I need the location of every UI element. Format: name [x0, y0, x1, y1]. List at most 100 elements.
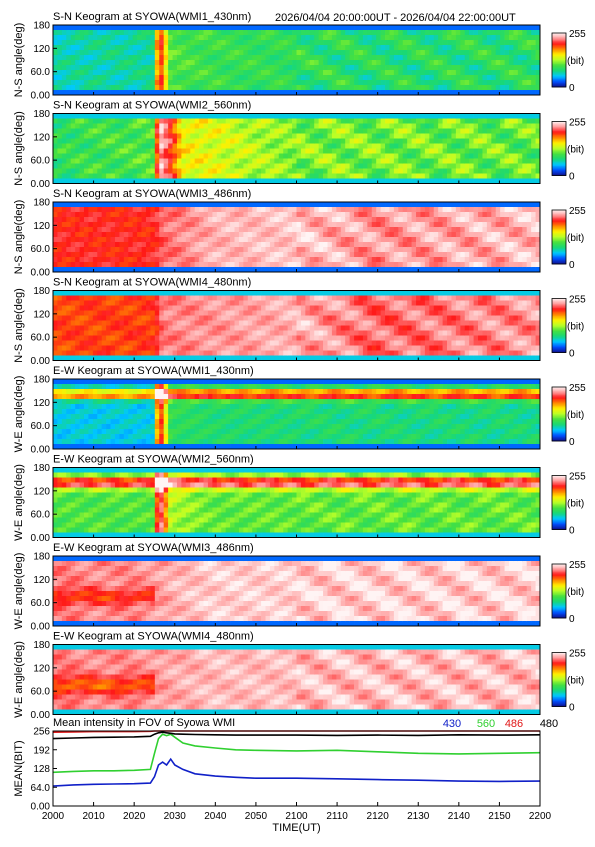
- heatmap-cell: [257, 139, 262, 144]
- heatmap-cell: [478, 75, 483, 80]
- heatmap-cell: [487, 25, 492, 30]
- heatmap-cell: [252, 144, 257, 149]
- heatmap-cell: [80, 75, 85, 80]
- heatmap-cell: [93, 174, 98, 179]
- heatmap-cell: [102, 85, 107, 90]
- heatmap-cell: [478, 114, 483, 119]
- heatmap-cell: [195, 252, 200, 257]
- heatmap-cell: [146, 35, 151, 40]
- heatmap-cell: [235, 25, 240, 30]
- heatmap-cell: [159, 50, 164, 55]
- heatmap-cell: [527, 139, 532, 144]
- heatmap-cell: [164, 144, 169, 149]
- heatmap-cell: [389, 30, 394, 35]
- heatmap-cell: [341, 257, 346, 262]
- heatmap-cell: [66, 159, 71, 164]
- heatmap-cell: [314, 169, 319, 174]
- heatmap-cell: [394, 237, 399, 242]
- heatmap-cell: [301, 212, 306, 217]
- heatmap-cell: [350, 242, 355, 247]
- heatmap-cell: [496, 174, 501, 179]
- heatmap-cell: [389, 40, 394, 45]
- heatmap-cell: [190, 252, 195, 257]
- heatmap-cell: [478, 262, 483, 267]
- heatmap-cell: [93, 149, 98, 154]
- heatmap-cell: [173, 262, 178, 267]
- heatmap-cell: [88, 321, 93, 326]
- heatmap-cell: [443, 35, 448, 40]
- heatmap-cell: [204, 50, 209, 55]
- heatmap-cell: [248, 164, 253, 169]
- heatmap-cell: [319, 227, 324, 232]
- heatmap-cell: [243, 85, 248, 90]
- heatmap-cell: [385, 144, 390, 149]
- heatmap-cell: [305, 237, 310, 242]
- heatmap-cell: [416, 114, 421, 119]
- heatmap-cell: [345, 85, 350, 90]
- heatmap-cell: [527, 149, 532, 154]
- heatmap-cell: [500, 35, 505, 40]
- heatmap-cell: [496, 114, 501, 119]
- heatmap-cell: [208, 119, 213, 124]
- heatmap-cell: [111, 45, 116, 50]
- heatmap-cell: [128, 80, 133, 85]
- heatmap-cell: [350, 25, 355, 30]
- heatmap-cell: [496, 45, 501, 50]
- heatmap-cell: [57, 222, 62, 227]
- heatmap-cell: [71, 311, 76, 316]
- heatmap-cell: [93, 311, 98, 316]
- heatmap-cell: [327, 257, 332, 262]
- heatmap-cell: [288, 129, 293, 134]
- heatmap-cell: [57, 326, 62, 331]
- heatmap-cell: [465, 124, 470, 129]
- heatmap-cell: [173, 139, 178, 144]
- heatmap-cell: [513, 119, 518, 124]
- heatmap-cell: [407, 207, 412, 212]
- heatmap-cell: [310, 174, 315, 179]
- heatmap-cell: [389, 50, 394, 55]
- heatmap-cell: [195, 257, 200, 262]
- heatmap-cell: [500, 252, 505, 257]
- heatmap-cell: [235, 70, 240, 75]
- heatmap-cell: [71, 212, 76, 217]
- heatmap-cell: [177, 202, 182, 207]
- heatmap-cell: [257, 80, 262, 85]
- heatmap-cell: [88, 60, 93, 65]
- heatmap-cell: [150, 35, 155, 40]
- heatmap-cell: [57, 139, 62, 144]
- heatmap-cell: [270, 252, 275, 257]
- heatmap-cell: [204, 154, 209, 159]
- heatmap-cell: [159, 174, 164, 179]
- heatmap-cell: [336, 114, 341, 119]
- heatmap-cell: [412, 55, 417, 60]
- heatmap-cell: [527, 227, 532, 232]
- heatmap-cell: [261, 212, 266, 217]
- heatmap-cell: [407, 212, 412, 217]
- heatmap-cell: [310, 80, 315, 85]
- heatmap-cell: [111, 174, 116, 179]
- heatmap-cell: [164, 50, 169, 55]
- heatmap-cell: [394, 55, 399, 60]
- heatmap-cell: [248, 124, 253, 129]
- heatmap-cell: [62, 336, 67, 341]
- heatmap-cell: [274, 129, 279, 134]
- heatmap-cell: [204, 119, 209, 124]
- heatmap-cell: [80, 351, 85, 356]
- heatmap-cell: [420, 65, 425, 70]
- heatmap-cell: [115, 144, 120, 149]
- heatmap-cell: [266, 124, 271, 129]
- heatmap-cell: [230, 134, 235, 139]
- heatmap-cell: [266, 149, 271, 154]
- heatmap-cell: [429, 55, 434, 60]
- heatmap-cell: [527, 262, 532, 267]
- heatmap-cell: [266, 55, 271, 60]
- heatmap-cell: [319, 222, 324, 227]
- heatmap-cell: [482, 80, 487, 85]
- heatmap-cell: [531, 119, 536, 124]
- heatmap-cell: [323, 242, 328, 247]
- heatmap-cell: [394, 70, 399, 75]
- heatmap-cell: [75, 217, 80, 222]
- heatmap-cell: [261, 247, 266, 252]
- heatmap-cell: [469, 169, 474, 174]
- heatmap-cell: [177, 114, 182, 119]
